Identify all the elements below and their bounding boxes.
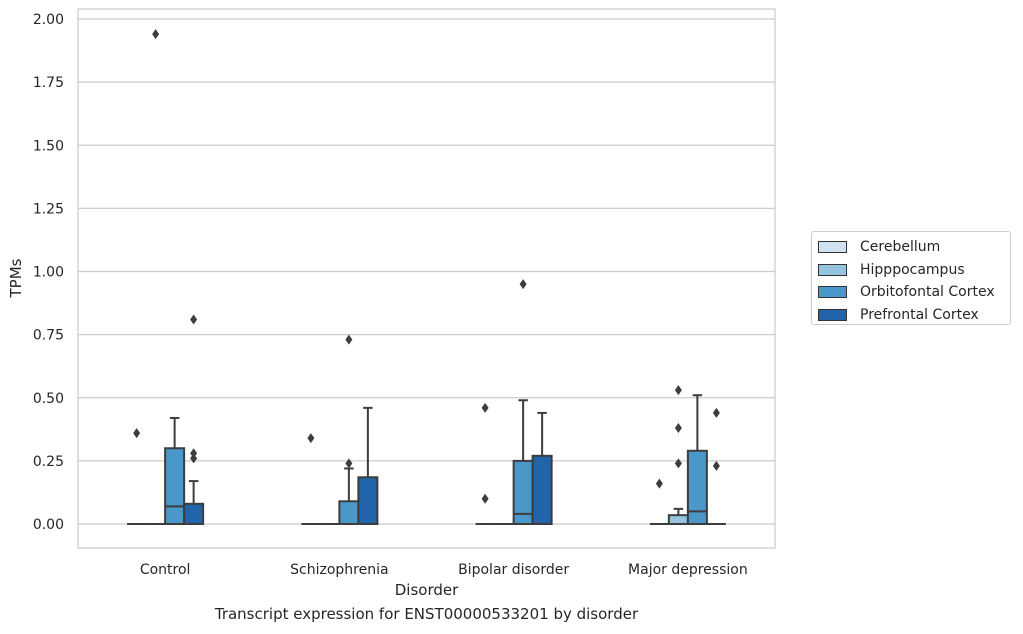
y-tick-label: 2.00 <box>33 12 64 28</box>
box-prefrontal-cortex-2 <box>531 411 553 526</box>
legend-swatch <box>818 286 847 299</box>
y-tick-label: 1.00 <box>33 265 64 281</box>
outlier-point <box>190 453 198 464</box>
box-prefrontal-cortex-3 <box>706 407 726 525</box>
y-tick-label: 1.25 <box>33 201 64 217</box>
outlier-point <box>481 493 489 504</box>
x-axis-label: Disorder <box>395 581 459 599</box>
box-cerebellum-3 <box>649 478 669 525</box>
outlier-point <box>345 334 353 345</box>
outlier-point <box>519 279 527 290</box>
outlier-point <box>152 29 160 40</box>
box-body <box>338 500 360 525</box>
outlier-point <box>674 458 682 469</box>
legend: Cerebellum Hipppocampus Orbitofontal Corte… <box>811 231 1011 325</box>
y-tick-label: 0.25 <box>33 454 64 470</box>
x-tick-labels: Control Schizophrenia Bipolar disorder Majo… <box>140 562 748 578</box>
box-cerebellum-0 <box>127 428 147 525</box>
chart-caption: Transcript expression for ENST0000053320… <box>214 605 639 623</box>
y-tick-label: 1.75 <box>33 75 64 91</box>
legend-item: Hipppocampus <box>818 259 1010 282</box>
legend-item: Orbitofontal Cortex <box>818 281 1010 304</box>
y-tick-labels: 0.00 0.25 0.50 0.75 1.00 1.25 1.50 1.75 2.00 <box>33 12 64 533</box>
x-tick-label: Major depression <box>628 562 748 578</box>
box-body <box>183 502 205 525</box>
outlier-point <box>190 448 198 459</box>
outlier-point <box>712 407 720 418</box>
legend-label: Hipppocampus <box>860 261 965 278</box>
legend-label: Prefrontal Cortex <box>860 306 979 323</box>
box-body <box>357 476 379 526</box>
box-body <box>667 514 689 525</box>
box-hipppocampus-0 <box>146 29 166 525</box>
box-orbitofontal-cortex-0 <box>164 416 186 525</box>
y-tick-label: 0.75 <box>33 328 64 344</box>
x-tick-label: Bipolar disorder <box>458 562 569 578</box>
y-tick-label: 0.50 <box>33 391 64 407</box>
box-cerebellum-1 <box>301 433 321 525</box>
x-tick-label: Control <box>140 562 191 578</box>
box-orbitofontal-cortex-1 <box>338 334 360 525</box>
outlier-point <box>190 314 198 325</box>
box-body <box>531 454 553 526</box>
outlier-point <box>133 428 141 439</box>
box-prefrontal-cortex-0 <box>183 314 205 525</box>
legend-item: Prefrontal Cortex <box>818 304 1010 327</box>
box-groups <box>127 29 726 526</box>
y-tick-label: 1.50 <box>33 138 64 154</box>
outlier-point <box>655 478 663 489</box>
box-hipppocampus-3 <box>667 385 689 525</box>
box-prefrontal-cortex-1 <box>357 406 379 526</box>
outlier-point <box>674 423 682 434</box>
y-axis-label: TPMs <box>7 258 25 298</box>
box-cerebellum-2 <box>475 402 495 525</box>
outlier-point <box>674 385 682 396</box>
box-body <box>164 447 186 525</box>
box-orbitofontal-cortex-2 <box>512 279 534 525</box>
outlier-point <box>712 460 720 471</box>
y-tick-label: 0.00 <box>33 517 64 533</box>
legend-item: Cerebellum <box>818 236 1010 259</box>
outlier-point <box>345 458 353 469</box>
x-tick-label: Schizophrenia <box>290 562 388 578</box>
legend-swatch <box>818 263 847 276</box>
legend-swatch <box>818 308 847 321</box>
legend-label: Orbitofontal Cortex <box>860 284 995 301</box>
box-orbitofontal-cortex-3 <box>686 394 708 525</box>
legend-swatch <box>818 241 847 254</box>
outlier-point <box>481 402 489 413</box>
box-body <box>686 449 708 525</box>
outlier-point <box>307 433 315 444</box>
plot-frame <box>77 8 776 549</box>
legend-label: Cerebellum <box>860 239 941 256</box>
